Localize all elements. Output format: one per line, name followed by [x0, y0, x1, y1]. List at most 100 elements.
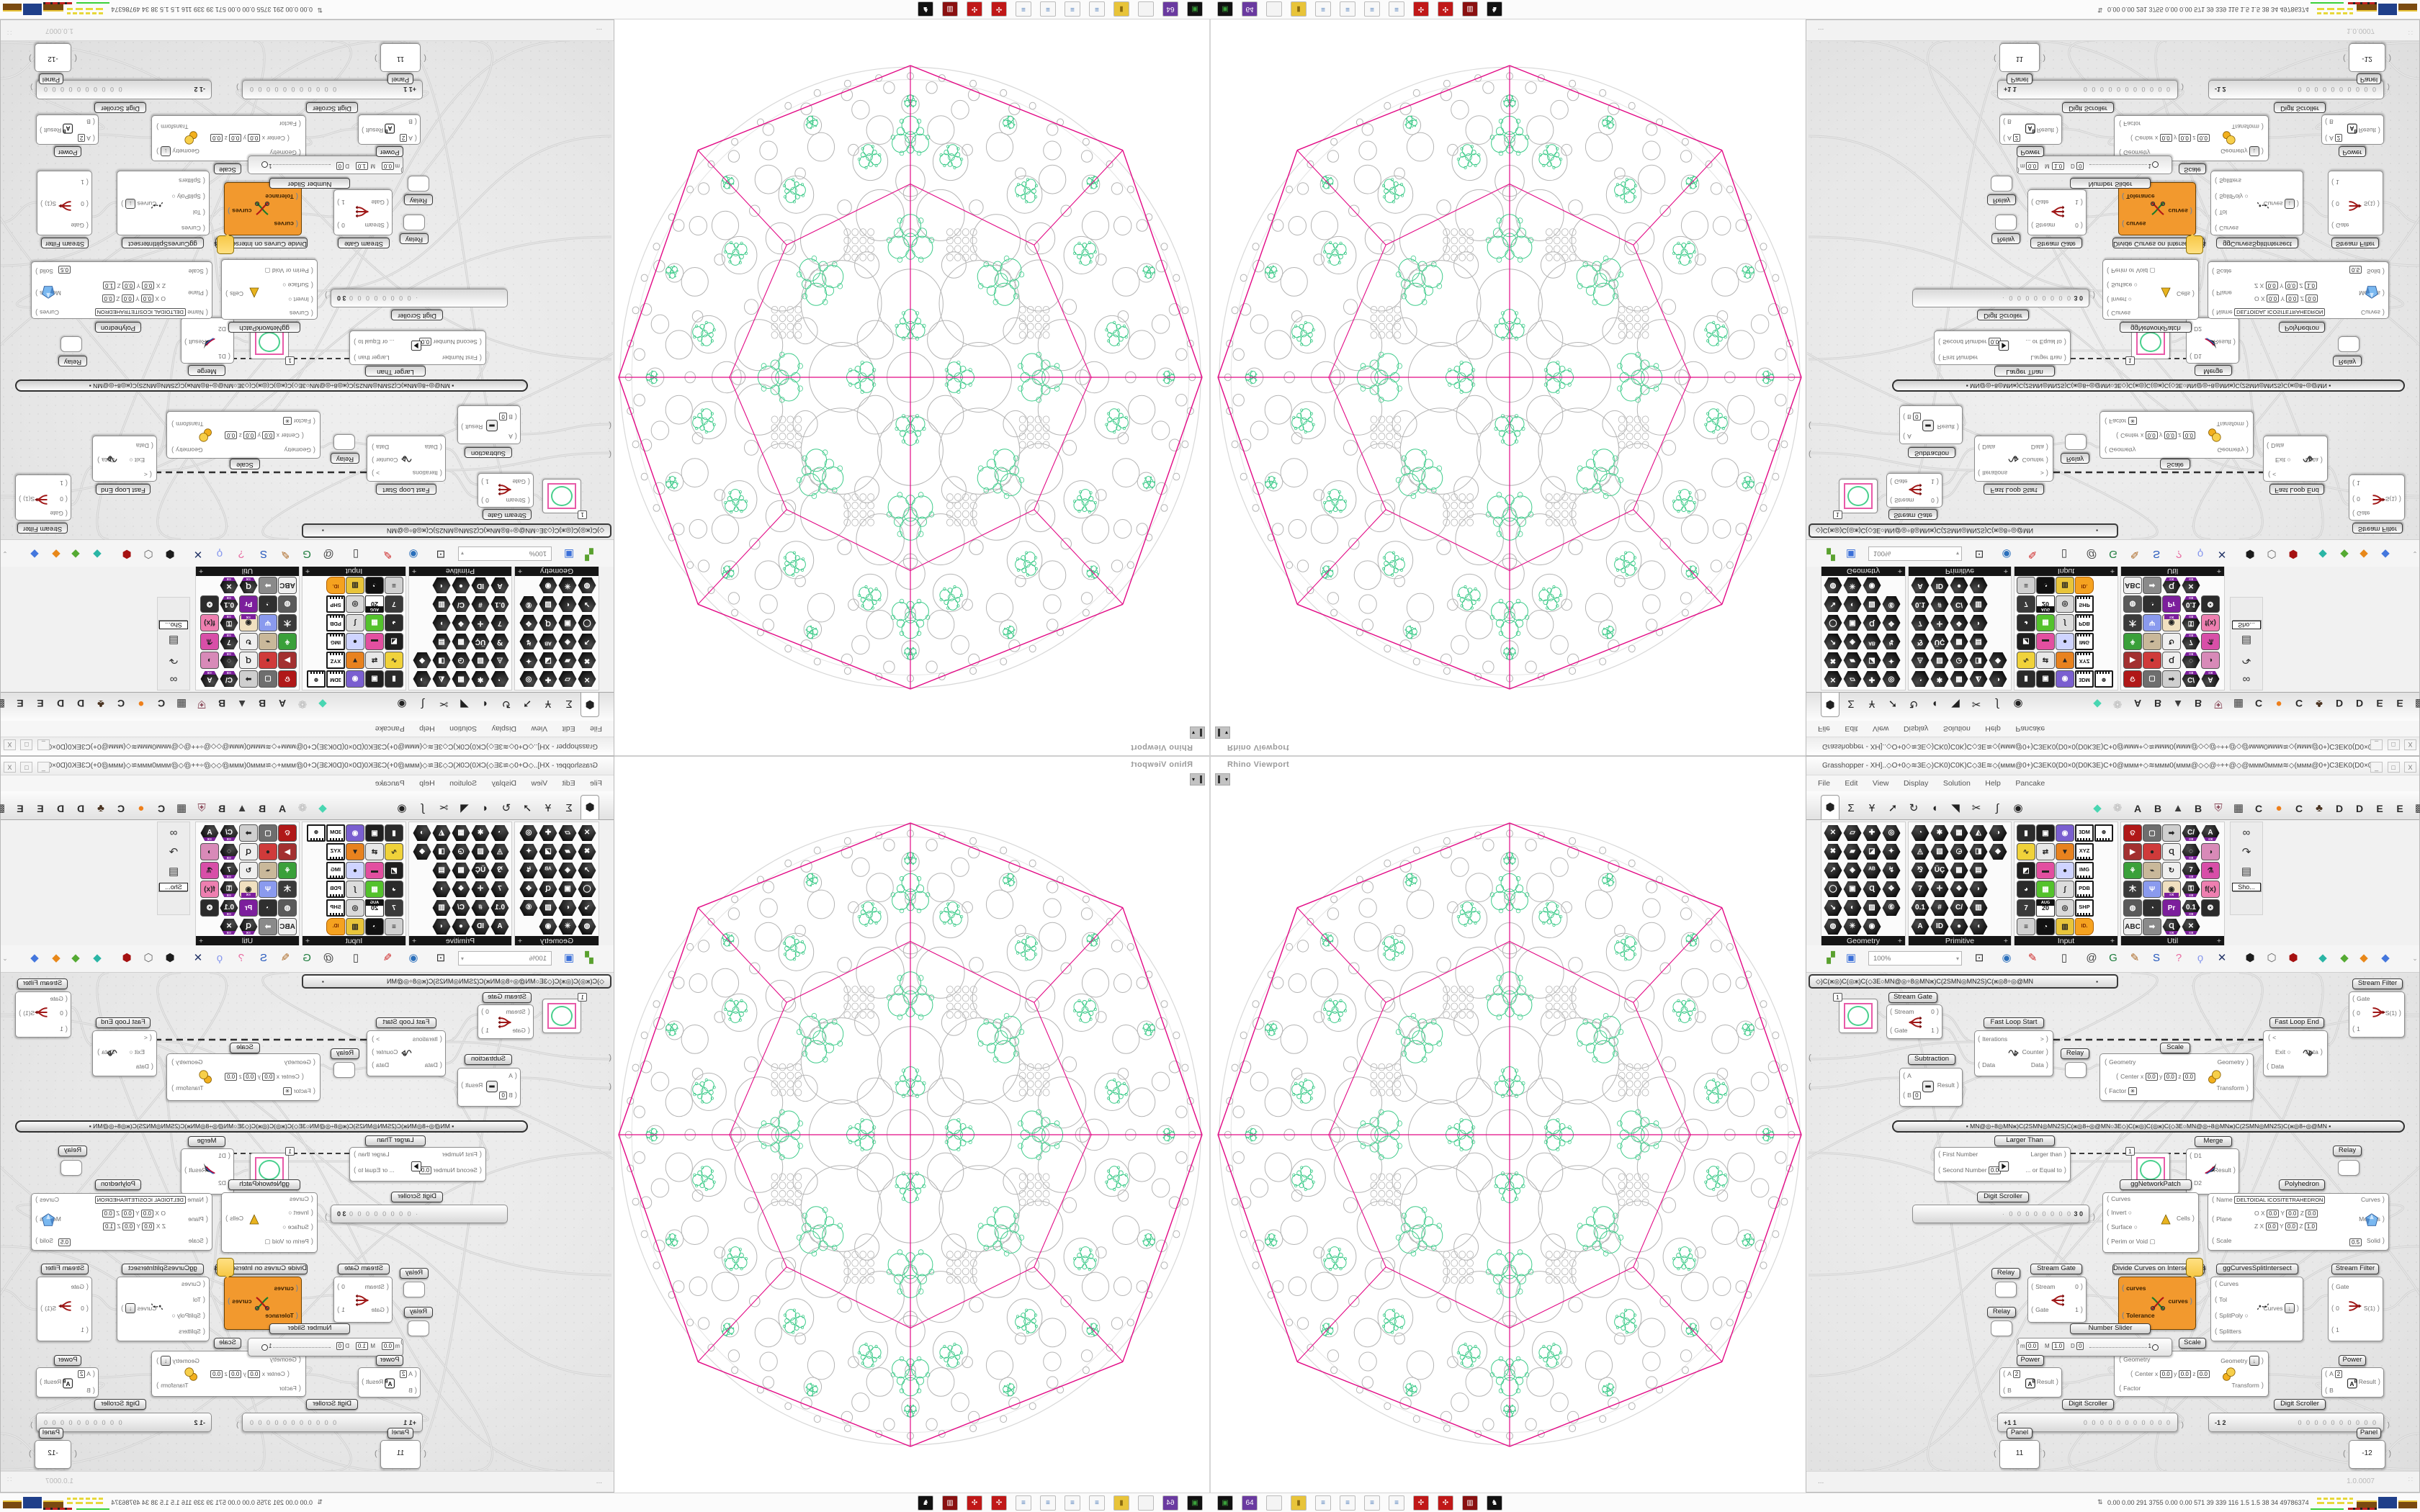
node-body[interactable]: A 2BResultAB — [2321, 114, 2384, 145]
mesh-tab[interactable]: ◥ — [460, 698, 469, 710]
palette-icon[interactable]: A — [2201, 824, 2220, 842]
palette-icon[interactable]: ◬ — [490, 843, 509, 860]
node-port[interactable]: Perim or Void ▢ — [264, 1238, 313, 1246]
node-port[interactable]: Center x 0.0 y 0.0 z 0.0 — [2116, 1073, 2195, 1081]
folder-open-icon[interactable]: ▞ — [585, 548, 593, 560]
node-port[interactable]: S(1) — [2364, 1305, 2380, 1313]
palette-icon[interactable]: ▤ — [432, 633, 451, 650]
palette-icon[interactable]: A — [1911, 577, 1930, 594]
palette-icon[interactable]: ◍ — [278, 595, 297, 613]
drive-green-icon[interactable]: ▣ — [1217, 1495, 1233, 1511]
display-tab[interactable]: ◉ — [397, 802, 407, 814]
palette-icon[interactable]: 3DM — [2075, 670, 2094, 688]
palette-icon[interactable]: ▶ — [278, 843, 297, 860]
node-port[interactable]: D1 — [2190, 1152, 2202, 1160]
node-port[interactable]: Data — [136, 441, 153, 449]
palette-icon[interactable]: ✛ — [1930, 881, 1949, 898]
node-port[interactable]: Center x 0.0 y 0.0 z 0.0 — [210, 134, 290, 142]
palette-icon[interactable]: f(x) — [2201, 881, 2220, 898]
palette-icon[interactable]: ● — [2143, 843, 2161, 860]
palette-icon[interactable]: ◉ — [346, 670, 364, 688]
number-slider[interactable]: m 0.0 M 1.0 D 0 1 ) — [2017, 156, 2172, 174]
palette-icon[interactable]: Ɋ — [239, 918, 258, 935]
node-label[interactable]: Number Slider — [2070, 178, 2151, 189]
node-port[interactable]: 1 — [2075, 1306, 2083, 1314]
preview-shaded-icon[interactable]: ⬢ — [2288, 548, 2298, 560]
preview-icon[interactable]: ◉ — [2002, 952, 2012, 964]
preview-wire-icon[interactable]: ⬡ — [2267, 952, 2277, 964]
plugin-tab[interactable]: A — [2133, 698, 2142, 709]
node-label[interactable]: Fast Loop End — [96, 484, 151, 495]
palette-icon[interactable]: ⚘ — [278, 862, 297, 879]
document-tab[interactable]: ◇)C(ж◎)C(◎ж)C(◇3E○MN@◎÷8◎MNж)C(2SMN◎MN2S… — [302, 974, 611, 989]
gha-icon[interactable]: G — [2109, 952, 2118, 964]
palette-icon[interactable]: ◨ — [1969, 652, 1988, 669]
mini-panel[interactable] — [542, 479, 581, 513]
surface-tab[interactable]: ◖ — [482, 698, 489, 710]
menu-display[interactable]: Display — [491, 779, 517, 788]
slider-track[interactable] — [2089, 1347, 2147, 1348]
notepad-icon[interactable]: ≡ — [1340, 1495, 1355, 1511]
node-label[interactable]: Stream Gate — [2030, 238, 2082, 248]
node-port[interactable]: Scale — [2212, 267, 2231, 275]
resize-grip[interactable]: ∷ — [2408, 28, 2414, 36]
sets-tab[interactable]: Ұ — [544, 698, 552, 710]
node-port[interactable]: Invert ○ — [288, 295, 313, 303]
plugin-tab[interactable]: C — [157, 803, 166, 814]
node-port[interactable]: A 2 — [399, 1370, 417, 1378]
node-port[interactable]: Factor — [2119, 120, 2141, 127]
palette-icon[interactable]: ◉ — [2162, 614, 2181, 631]
menu-file[interactable]: File — [1818, 724, 1830, 733]
node-port[interactable]: Counter — [372, 456, 398, 464]
palette-icon[interactable]: ↯ — [1882, 633, 1901, 650]
maximize-button[interactable]: □ — [2387, 762, 2400, 773]
palette-icon[interactable]: ⽊ — [2123, 881, 2142, 898]
goggles-icon[interactable]: ∞ — [169, 827, 178, 839]
tray-arrow-icon[interactable]: ⇅ — [2097, 1498, 2103, 1506]
flatten-button[interactable]: ↓ — [125, 199, 136, 209]
palette-icon[interactable]: ◪ — [539, 652, 557, 669]
params-tab[interactable]: ⬢ — [1821, 795, 1839, 819]
node-port[interactable]: First Number — [442, 1151, 482, 1158]
node-port[interactable]: Data — [372, 1061, 389, 1069]
wire-pen-icon[interactable]: ✎ — [382, 952, 393, 964]
save-icon[interactable]: ▣ — [563, 952, 575, 964]
node-body[interactable]: curves Tolerance curves — [2118, 1277, 2196, 1330]
palette-icon[interactable]: ◨ — [432, 843, 451, 860]
relay-node[interactable] — [333, 1062, 355, 1078]
zoom-extents-icon[interactable]: ⊡ — [1974, 952, 1984, 964]
goggles-icon[interactable]: ∞ — [2242, 827, 2251, 839]
node-port[interactable]: Scale — [189, 1237, 208, 1245]
palette-icon[interactable]: ∿ — [385, 652, 403, 669]
palette-icon[interactable]: AUG 20 — [2036, 899, 2055, 917]
node-body[interactable]: Stream Gate 0 1 — [478, 473, 534, 508]
palette-icon[interactable]: ▦ — [452, 670, 470, 688]
wire-pen-icon[interactable]: ✎ — [2027, 548, 2038, 560]
gem-orange-icon[interactable]: ◆ — [2360, 952, 2368, 964]
palette-icon[interactable]: ◍ — [578, 577, 596, 594]
board-icon[interactable]: ▤ — [168, 634, 179, 647]
grasshopper-title-bar[interactable]: Grasshopper - XH]..◇O+0◇≋3E◇)CK0)C0K)C◇3… — [1806, 757, 2419, 775]
node-port[interactable]: Larger than — [2030, 354, 2066, 361]
node-port[interactable]: B — [408, 1387, 417, 1395]
node-port[interactable]: Cells — [2177, 289, 2195, 297]
node-body[interactable]: Geometry Center x 0.0 y 0.0 z 0.0 Factor ✳… — [2099, 1053, 2254, 1101]
gha-icon[interactable]: G — [302, 548, 311, 560]
node-label[interactable]: Relay — [1987, 194, 2016, 205]
node-label[interactable]: Digit Scroller — [306, 1399, 358, 1410]
node-port[interactable]: Invert ○ — [288, 1209, 313, 1217]
node-port[interactable]: Curves — [2361, 1196, 2385, 1204]
menu-help[interactable]: Help — [419, 724, 435, 733]
palette-icon[interactable]: ABC — [2123, 577, 2142, 594]
bulb-icon[interactable]: ϙ — [216, 952, 223, 964]
palette-icon[interactable]: ▩ — [1950, 633, 1968, 650]
palette-icon[interactable]: ❂ — [200, 899, 219, 917]
plugin-tab[interactable]: B — [2154, 698, 2162, 709]
plugin-tab[interactable]: D — [56, 803, 65, 814]
plugin-tab[interactable]: D — [2355, 698, 2364, 709]
node-port[interactable]: Exit ○ — [129, 1048, 145, 1056]
node-label[interactable]: Merge — [188, 365, 225, 376]
plugin-tab[interactable]: E — [37, 698, 44, 709]
node-label[interactable]: Relay — [400, 233, 429, 244]
